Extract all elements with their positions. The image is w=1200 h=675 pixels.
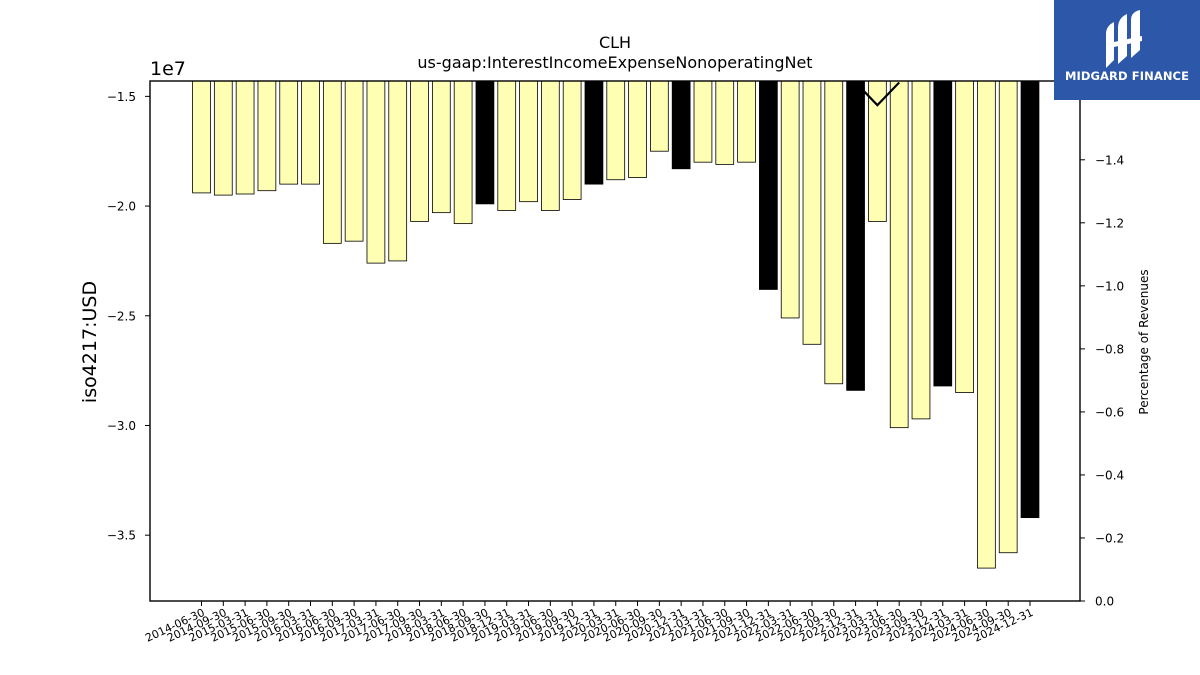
- bar-2018-12-31: [497, 80, 517, 211]
- y2-tick-label: −0.2: [1095, 531, 1124, 545]
- bar-2019-12-31: [584, 80, 604, 185]
- bar-2016-09-30: [344, 80, 364, 242]
- bar-series: [192, 80, 1040, 569]
- bar-2022-09-30: [824, 80, 844, 385]
- bar-2023-12-31: [933, 80, 953, 387]
- x-axis-ticks: 2014-06-302014-09-302015-03-312015-06-30…: [143, 601, 1035, 645]
- bar-2020-09-30: [650, 80, 669, 152]
- y-axis-right-label: Percentage of Revenues: [1137, 269, 1151, 414]
- bar-2015-03-31: [235, 80, 255, 195]
- bar-2023-06-30: [889, 80, 909, 429]
- chart-title: CLH: [599, 33, 631, 52]
- bar-2022-06-30: [802, 80, 822, 345]
- bar-2019-06-30: [541, 80, 560, 211]
- bar-2015-09-30: [279, 80, 299, 185]
- bar-2016-03-31: [301, 80, 320, 185]
- bar-2022-12-31: [846, 80, 865, 391]
- y-axis-right-ticks: 0.0 −0.2 −0.4 −0.6 −0.8 −1.0 −1.2 −1.4: [1080, 153, 1124, 609]
- bar-2017-06-30: [388, 80, 408, 262]
- y-tick-label: −1.5: [107, 90, 136, 104]
- bar-2017-09-30: [410, 80, 429, 222]
- bar-2023-03-31: [868, 80, 887, 222]
- bar-2024-09-30: [998, 80, 1018, 554]
- chart-subtitle: us-gaap:InterestIncomeExpenseNonoperatin…: [417, 53, 812, 72]
- y-axis-ticks: −1.5 −2.0 −2.5 −3.0 −3.5: [107, 90, 150, 543]
- y2-tick-label: −0.4: [1095, 468, 1124, 482]
- line-mark: [854, 81, 900, 107]
- bar-2017-03-31: [366, 80, 386, 264]
- bar-2021-12-31: [759, 80, 778, 290]
- bar-2021-06-30: [715, 80, 735, 165]
- bar-2021-09-30: [737, 80, 756, 163]
- bar-2020-03-31: [606, 80, 626, 181]
- bar-2014-06-30: [192, 80, 211, 194]
- y-tick-label: −3.0: [107, 419, 136, 433]
- bar-2019-09-30: [562, 80, 582, 200]
- bar-2021-03-31: [693, 80, 713, 163]
- midgard-logo-mark-icon: [1106, 10, 1142, 68]
- y-offset-label: 1e7: [150, 58, 186, 80]
- y2-tick-label: −0.6: [1095, 405, 1124, 419]
- bar-2016-06-30: [322, 80, 342, 244]
- bar-2018-09-30: [475, 80, 495, 205]
- bar-2024-12-31: [1020, 80, 1040, 519]
- y2-tick-label: −1.2: [1095, 216, 1124, 230]
- y-tick-label: −2.0: [107, 200, 136, 214]
- plot-frame: [149, 80, 1081, 602]
- bar-2020-06-30: [628, 80, 647, 178]
- line-series: [854, 81, 900, 107]
- y-tick-label: −2.5: [107, 309, 136, 323]
- bar-2015-06-30: [257, 80, 277, 192]
- y-axis-label: iso4217:USD: [79, 281, 101, 403]
- y2-tick-label: 0.0: [1095, 595, 1114, 609]
- y2-tick-label: −1.0: [1095, 279, 1124, 293]
- bar-2023-09-30: [911, 80, 931, 420]
- bar-2022-03-31: [780, 80, 800, 319]
- bar-2014-09-30: [213, 80, 233, 196]
- bar-2018-03-31: [431, 80, 451, 214]
- y2-tick-label: −1.4: [1095, 153, 1124, 167]
- logo-text: MIDGARD FINANCE: [1064, 69, 1190, 83]
- bar-2024-06-30: [977, 80, 996, 569]
- bar-2020-12-31: [671, 80, 691, 170]
- bar-2018-06-30: [453, 80, 473, 225]
- bar-2024-03-31: [955, 80, 974, 393]
- y-tick-label: −3.5: [107, 529, 136, 543]
- y2-tick-label: −0.8: [1095, 342, 1124, 356]
- midgard-finance-logo: MIDGARD FINANCE: [1054, 0, 1200, 100]
- bar-2019-03-31: [519, 80, 538, 203]
